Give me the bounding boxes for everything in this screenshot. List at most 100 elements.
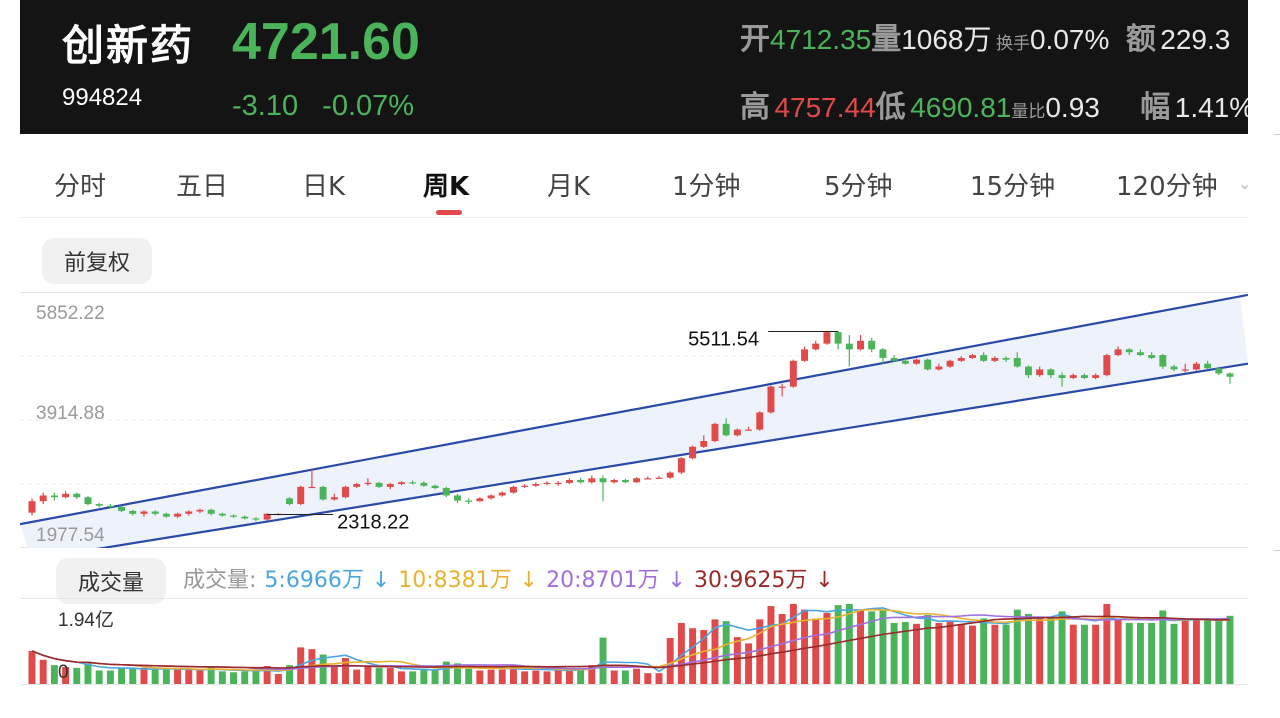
candle-body (845, 343, 853, 350)
candle-body (1226, 373, 1234, 377)
candles (28, 331, 1234, 522)
volume-bar (330, 666, 338, 684)
candle-body (375, 482, 383, 487)
candle-body (733, 429, 741, 436)
volume-bar (263, 666, 271, 684)
candle-body (1069, 375, 1077, 379)
candle-body (700, 441, 708, 447)
tab-15min[interactable]: 15分钟 (970, 172, 1056, 202)
candle-body (218, 513, 226, 516)
candle-body (789, 360, 797, 387)
candle-body (1036, 369, 1044, 376)
candle-body (342, 486, 349, 498)
volume-bar (420, 668, 428, 684)
tab-minute[interactable]: 分时 (54, 172, 107, 202)
volume-bar (409, 671, 417, 684)
tab-5min[interactable]: 5分钟 (824, 172, 893, 202)
stock-name: 创新药 (62, 21, 195, 70)
volume-bar (711, 619, 719, 684)
tab-monthly-k[interactable]: 月K (547, 172, 591, 202)
candle-body (185, 511, 193, 514)
volume-bar (722, 621, 730, 684)
volume-bar (230, 672, 238, 684)
candle-body (162, 513, 170, 517)
low-label: 低 (875, 90, 906, 125)
volume-bar (890, 622, 898, 684)
candle-body (353, 484, 361, 487)
tab-daily-k[interactable]: 日K (302, 172, 346, 202)
candle-body (453, 495, 461, 501)
volume-bar (487, 669, 495, 684)
candle-body (1092, 375, 1100, 379)
legend-ma20: 20:8701万 (546, 568, 660, 593)
volume-bar (845, 604, 853, 684)
ma30-line (31, 615, 1231, 669)
volume-bar (969, 625, 976, 684)
volume-bar (196, 670, 204, 684)
candle-body (1159, 355, 1167, 367)
volume-bar (532, 670, 540, 684)
tab-120min[interactable]: 120分钟 (1116, 172, 1218, 202)
candle-body (308, 486, 316, 489)
volume-bar (73, 667, 81, 684)
candlestick-chart[interactable]: 5852.22 3914.88 1977.54 5511.54 2318.22 (20, 292, 1248, 548)
candle-body (1215, 368, 1223, 374)
volume-bar (476, 670, 484, 684)
candle-body (386, 484, 394, 487)
candle-body (521, 485, 529, 487)
volume-bar (353, 669, 361, 684)
candle-body (1170, 366, 1178, 370)
volume-bar (565, 668, 573, 684)
candle-body (778, 386, 786, 388)
adjust-button[interactable]: 前复权 (42, 238, 153, 284)
volume-bar (689, 628, 697, 684)
candle-body (1181, 369, 1189, 371)
volume-bar (498, 669, 506, 684)
volume-bar (957, 624, 965, 684)
candle-body (364, 482, 372, 485)
candle-body (62, 493, 70, 498)
high-value: 4757.44 (774, 92, 876, 123)
candle-body (610, 480, 618, 483)
volume-bar (386, 667, 394, 684)
candle-body (509, 486, 517, 493)
low-value: 4690.81 (910, 92, 1012, 123)
edge-tick (1274, 134, 1280, 135)
candle-body (431, 485, 439, 489)
candle-body (465, 500, 473, 502)
candle-body (834, 332, 842, 344)
volume-bar (465, 668, 473, 684)
volume-bar (241, 671, 249, 684)
candle-body (957, 357, 965, 361)
volume-bar (857, 609, 864, 684)
volume-bar (218, 671, 226, 684)
volume-button[interactable]: 成交量 (56, 558, 167, 604)
volume-bar (991, 624, 999, 684)
candle-body (230, 515, 238, 517)
tab-1min[interactable]: 1分钟 (672, 172, 741, 202)
volume-zero-label: 0 (58, 662, 69, 683)
active-tab-indicator (436, 210, 462, 215)
volume-bar (509, 665, 517, 684)
tab-weekly-k[interactable]: 周K (423, 172, 470, 202)
volume-bar (913, 623, 920, 684)
volume-bar (644, 673, 652, 684)
channel-fill (20, 296, 1248, 548)
volume-bar (554, 670, 562, 684)
tab-five-day[interactable]: 五日 (176, 172, 229, 202)
amplitude-label: 幅 (1140, 90, 1171, 125)
y-tick-label: 1977.54 (36, 525, 105, 546)
legend-ma10: 10:8381万 (398, 568, 512, 593)
volume-bar (95, 670, 103, 684)
candle-body (1192, 363, 1200, 370)
candle-body (1013, 357, 1021, 367)
candle-body (935, 366, 943, 370)
open-value: 4712.35 (770, 24, 872, 55)
volume-chart[interactable]: 1.94亿 0 (20, 598, 1248, 688)
volume-bar (1069, 624, 1077, 684)
volume-bar (50, 665, 58, 684)
candle-body (252, 518, 260, 520)
volume-bar (666, 638, 674, 684)
candle-body (666, 472, 674, 478)
volume-bar (431, 670, 439, 684)
